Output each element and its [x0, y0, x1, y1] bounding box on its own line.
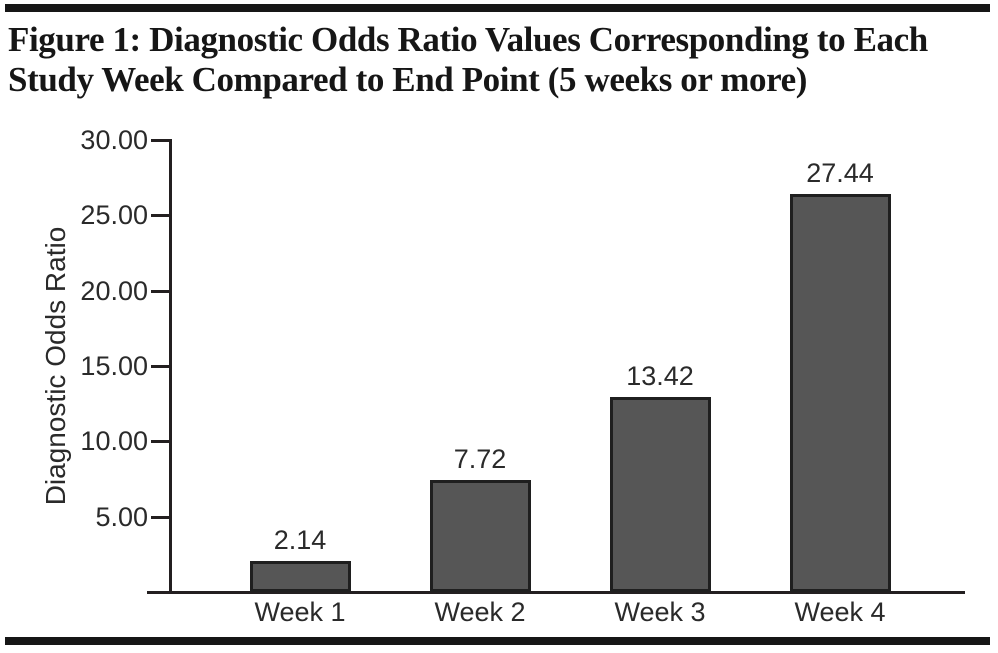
y-tick-label: 20.00 — [80, 276, 148, 306]
bar-week-3 — [610, 397, 711, 592]
bar-value-label: 7.72 — [453, 444, 507, 474]
bar-value-label: 2.14 — [273, 525, 327, 555]
x-category-label: Week 3 — [614, 597, 706, 627]
figure-title-line-1: Figure 1: Diagnostic Odds Ratio Values C… — [8, 20, 928, 59]
y-axis-line — [169, 139, 172, 594]
y-tick-label: 10.00 — [80, 426, 148, 456]
y-tick-label: 30.00 — [80, 125, 148, 155]
y-tick-label: 25.00 — [80, 200, 148, 230]
x-category-label: Week 2 — [434, 597, 526, 627]
y-tick-mark-25.00 — [151, 214, 170, 217]
bar-value-label: 27.44 — [806, 158, 874, 188]
x-category-label: Week 4 — [794, 597, 886, 627]
y-tick-label: 15.00 — [80, 351, 148, 381]
bar-week-1 — [250, 561, 351, 592]
x-axis-line — [147, 591, 965, 594]
y-tick-mark-30.00 — [151, 139, 170, 142]
figure-title-line-2: Study Week Compared to End Point (5 week… — [8, 60, 807, 99]
top-rule — [5, 4, 990, 12]
bar-value-label: 13.42 — [626, 361, 694, 391]
y-tick-mark-10.00 — [151, 440, 170, 443]
bar-week-4 — [790, 194, 891, 592]
y-tick-mark-20.00 — [151, 290, 170, 293]
figure-title: Figure 1: Diagnostic Odds Ratio Values C… — [8, 20, 993, 100]
bottom-rule — [5, 637, 990, 645]
y-tick-mark-15.00 — [151, 365, 170, 368]
x-category-label: Week 1 — [254, 597, 346, 627]
y-tick-label: 5.00 — [95, 502, 148, 532]
y-tick-mark-5.00 — [151, 516, 170, 519]
bar-week-2 — [430, 480, 531, 592]
